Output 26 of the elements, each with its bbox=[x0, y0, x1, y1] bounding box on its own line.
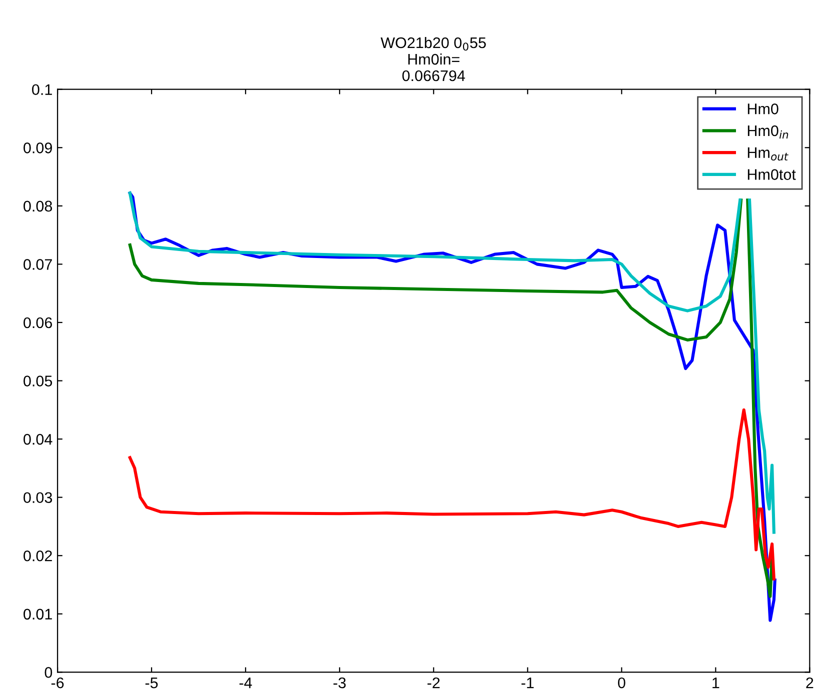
x-tick-label: 0 bbox=[618, 677, 626, 688]
x-tick-label: -2 bbox=[427, 677, 440, 688]
y-tick-label: 0.05 bbox=[24, 376, 52, 386]
legend-label: Hm0tot bbox=[748, 169, 796, 180]
y-tick-label: 0.08 bbox=[24, 200, 52, 212]
y-tick-label: 0.07 bbox=[24, 259, 52, 270]
y-tick-label: 0.02 bbox=[24, 550, 52, 562]
legend-label: Hm0 bbox=[748, 103, 778, 114]
y-tick-label: 0.01 bbox=[24, 608, 52, 620]
y-tick-label: 0.04 bbox=[24, 434, 52, 445]
y-tick-label: 0.06 bbox=[24, 317, 52, 328]
y-tick-label: 0.09 bbox=[24, 142, 52, 154]
chart-title: WO21b20 0$_{0}$55 Hm0in= 0.066794 bbox=[380, 36, 486, 82]
x-tick-label: 2 bbox=[806, 677, 814, 688]
y-tick-label: 0.1 bbox=[32, 84, 52, 96]
x-tick-label: -4 bbox=[239, 678, 252, 688]
legend-label: Hm$_{out}$ bbox=[748, 147, 788, 161]
x-tick-label: 1 bbox=[712, 678, 720, 688]
line-series bbox=[128, 408, 776, 580]
x-tick-label: -6 bbox=[51, 677, 64, 688]
legend-label: Hm0$_{in}$ bbox=[748, 125, 788, 139]
x-tick-label: -5 bbox=[145, 678, 158, 688]
y-tick-label: 0 bbox=[44, 667, 52, 678]
x-tick-label: -1 bbox=[522, 678, 534, 688]
y-tick-label: 0.03 bbox=[24, 492, 52, 504]
x-tick-label: -3 bbox=[333, 677, 346, 688]
